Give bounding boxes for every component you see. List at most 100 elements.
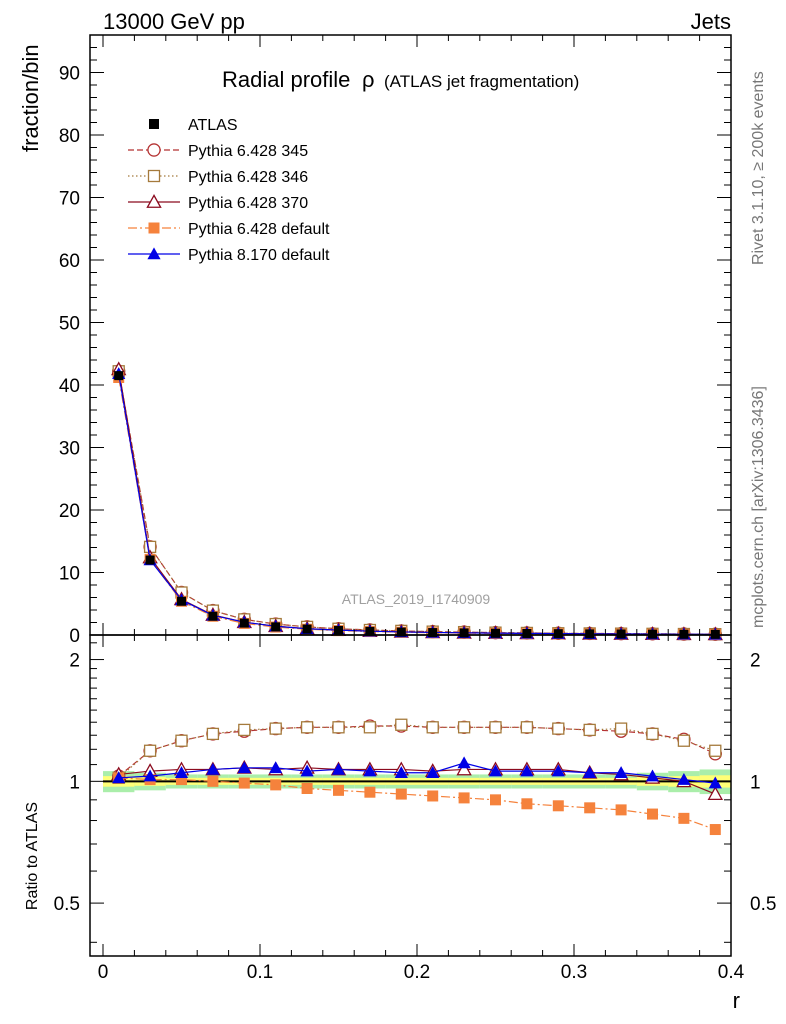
data-point	[114, 371, 124, 381]
data-point	[459, 628, 469, 638]
ratio-point	[300, 721, 314, 734]
mcplots-reference-label: mcplots.cern.ch [arXiv:1306.3436]	[750, 386, 767, 628]
ratio-point	[206, 727, 220, 741]
legend-label: ATLAS	[188, 117, 238, 134]
ratio-point	[301, 782, 313, 794]
ratio-point	[269, 722, 282, 735]
legend-item-pythia-6-428-346: Pythia 6.428 346	[128, 169, 308, 186]
ratio-point	[458, 792, 470, 804]
ratio-point	[270, 779, 282, 791]
ratio-point	[364, 786, 376, 798]
data-point	[491, 628, 500, 638]
legend-label: Pythia 6.428 346	[188, 169, 308, 186]
legend-marker	[148, 222, 160, 234]
ratio-point	[709, 824, 721, 836]
data-point	[271, 622, 281, 632]
data-point	[616, 629, 626, 639]
legend-marker	[146, 194, 162, 208]
ratio-tick-label-left: 2	[69, 651, 80, 672]
ratio-plot-series	[110, 718, 724, 836]
x-axis-title: r	[733, 988, 740, 1013]
ratio-point	[206, 762, 220, 775]
ratio-point	[456, 761, 472, 776]
ratio-point	[709, 744, 722, 757]
legend: ATLAS Pythia 6.428 345 Pythia 6.428 346 Pyt…	[128, 117, 330, 264]
ratio-point	[175, 734, 188, 747]
data-point	[396, 627, 406, 637]
ratio-point	[238, 723, 251, 737]
ratio-point	[520, 721, 534, 734]
analysis-watermark: ATLAS_2019_I1740909	[342, 591, 491, 607]
legend-item-pythia-6-428-370: Pythia 6.428 370	[128, 194, 308, 212]
y-tick-label: 60	[59, 251, 80, 272]
ratio-point	[647, 808, 658, 820]
data-point	[553, 629, 563, 639]
ratio-point	[332, 721, 345, 734]
ratio-line-pythia-8-170-default	[118, 762, 716, 784]
ratio-point	[426, 721, 439, 734]
process-label: Jets	[691, 9, 731, 34]
data-point	[208, 611, 218, 621]
beam-label: 13000 GeV pp	[103, 9, 245, 34]
ratio-point	[614, 722, 628, 735]
ratio-point	[112, 771, 126, 784]
legend-marker	[147, 169, 161, 183]
data-point	[428, 628, 438, 638]
legend-item-pythia-6-428-345: Pythia 6.428 345	[128, 143, 308, 160]
axes: 0 0.1 0.2 0.3 0.4 0 10 20 30 40 50 60 70 80 90 0.5 0.5 1 1…	[54, 34, 776, 983]
data-point	[145, 555, 155, 565]
data-point	[334, 625, 343, 635]
ratio-point	[645, 769, 660, 782]
ratio-point	[708, 776, 722, 789]
legend-marker	[147, 143, 161, 157]
data-point	[648, 629, 657, 639]
ratio-point	[677, 772, 691, 785]
ratio-point	[269, 761, 283, 774]
x-tick-label: 0.1	[247, 962, 273, 983]
chart-title-symbol: ρ	[362, 67, 375, 92]
y-axis-title-main: fraction/bin	[18, 44, 43, 152]
main-plot-frame	[89, 34, 732, 636]
ratio-tick-label-right: 0.5	[750, 894, 776, 915]
ratio-point	[237, 761, 251, 774]
ratio-point	[238, 777, 250, 789]
ratio-point	[678, 812, 690, 824]
y-tick-label: 10	[59, 564, 80, 585]
ratio-point	[457, 756, 471, 769]
data-point	[585, 629, 595, 639]
ratio-tick-label-left: 0.5	[54, 894, 80, 915]
legend-label: Pythia 6.428 370	[188, 195, 308, 212]
ratio-point	[331, 762, 346, 775]
ratio-point	[583, 766, 597, 779]
x-tick-label: 0.4	[718, 962, 745, 983]
ratio-point	[552, 800, 564, 812]
ratio-point	[551, 764, 565, 777]
ratio-point	[363, 764, 377, 777]
ratio-point	[395, 718, 408, 731]
legend-marker	[149, 119, 159, 129]
chart-subtitle: (ATLAS jet fragmentation)	[384, 72, 579, 91]
y-tick-label: 0	[69, 626, 80, 647]
ratio-point	[552, 722, 565, 735]
y-axis-title-ratio: Ratio to ATLAS	[24, 802, 41, 910]
data-point	[177, 596, 186, 606]
y-tick-label: 70	[59, 189, 80, 210]
ratio-point	[143, 769, 157, 782]
y-tick-label: 40	[59, 376, 80, 397]
legend-label: Pythia 6.428 345	[188, 143, 308, 160]
data-point	[239, 618, 249, 628]
data-point	[365, 626, 375, 636]
ratio-series-pythia-8-170-default	[112, 756, 722, 789]
legend-item-atlas: ATLAS	[149, 117, 238, 134]
ratio-point	[333, 784, 344, 796]
ratio-point	[520, 764, 534, 777]
ratio-point	[363, 721, 377, 734]
chart-title: Radial profile ρ (ATLAS jet fragmentatio…	[222, 67, 579, 92]
ratio-point	[427, 790, 439, 802]
data-point	[302, 624, 312, 634]
x-tick-label: 0.2	[404, 962, 430, 983]
ratio-point	[489, 721, 502, 734]
ratio-point	[584, 802, 596, 814]
ratio-point	[207, 775, 219, 787]
